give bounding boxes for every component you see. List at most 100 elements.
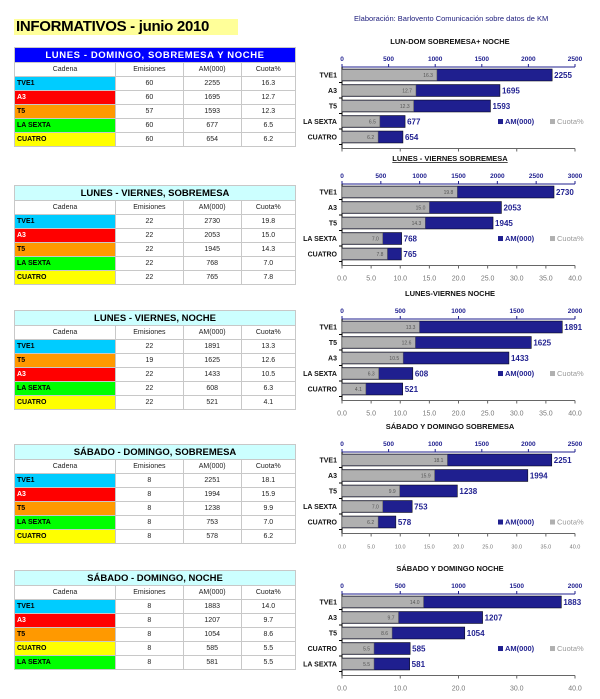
bottom-axis-tick-label: 10.0: [395, 545, 406, 551]
cuota-bar: [341, 131, 379, 143]
legend-swatch-cuota: [550, 519, 555, 525]
channel-cell: LA SEXTA: [14, 381, 116, 396]
category-label: LA SEXTA: [303, 504, 337, 511]
category-label: A3: [328, 205, 337, 212]
column-header: Emisiones: [115, 62, 184, 77]
cuota-bar: [341, 321, 420, 333]
emisiones-cell: 8: [115, 473, 184, 488]
am-data-label: 1238: [459, 487, 477, 496]
am-cell: 608: [182, 381, 242, 396]
cuota-data-label: 15.0: [416, 206, 426, 212]
bar-chart: LUN-DOM SOBREMESA+ NOCHE 0 500 1000 1500 2000…: [303, 37, 584, 166]
column-header: AM(000): [182, 200, 242, 215]
emisiones-cell: 22: [115, 381, 184, 396]
emisiones-cell: 8: [115, 613, 184, 628]
emisiones-cell: 8: [115, 487, 184, 502]
cuota-cell: 6.3: [240, 381, 297, 396]
top-axis-tick-label: 2500: [529, 173, 544, 180]
emisiones-cell: 19: [115, 353, 184, 368]
cuota-cell: 10.5: [240, 367, 297, 382]
table-row: CUATRO 22 521 4.1: [14, 395, 297, 410]
chart-title: LUN-DOM SOBREMESA+ NOCHE: [390, 37, 509, 46]
top-axis-tick-label: 0: [340, 173, 344, 180]
category-label: TVE1: [319, 190, 337, 197]
legend-swatch-cuota: [550, 646, 555, 652]
bottom-axis-tick-label: 40.0: [570, 545, 581, 551]
column-header-row: Cadena Emisiones AM(000) Cuota%: [14, 325, 297, 340]
am-data-label: 1994: [530, 472, 548, 481]
cuota-bar: [341, 596, 424, 608]
bottom-axis-tick-label: 40.0: [568, 276, 582, 283]
table-header-row: SÁBADO - DOMINGO, SOBREMESA: [14, 444, 296, 460]
am-data-label: 1625: [533, 339, 551, 348]
am-cell: 585: [182, 641, 242, 656]
channel-cell: TVE1: [14, 339, 116, 354]
emisiones-cell: 60: [115, 118, 184, 133]
top-axis-tick-label: 1500: [510, 308, 525, 315]
am-data-label: 1054: [467, 629, 485, 638]
category-label: TVE1: [319, 73, 337, 80]
table-row: LA SEXTA 60 677 6.5: [14, 118, 297, 133]
cuota-cell: 7.8: [240, 270, 297, 285]
legend-label-cuota: Cuota%: [557, 117, 584, 126]
top-axis-tick-label: 3000: [568, 173, 583, 180]
column-header-row: Cadena Emisiones AM(000) Cuota%: [14, 459, 297, 474]
top-axis-tick-label: 2000: [568, 583, 583, 590]
column-header: Cuota%: [240, 200, 297, 215]
table-row: T5 57 1593 12.3: [14, 104, 297, 119]
am-data-label: 2251: [554, 456, 572, 465]
cuota-bar: [341, 232, 384, 245]
channel-cell: CUATRO: [14, 529, 116, 544]
bottom-axis-tick-label: 25.0: [482, 545, 493, 551]
table-title: LUNES - VIERNES, SOBREMESA: [14, 185, 296, 201]
cuota-data-label: 6.3: [368, 372, 375, 378]
emisiones-cell: 8: [115, 599, 184, 614]
legend-label-am: AM(000): [505, 518, 535, 527]
top-axis-tick-label: 500: [395, 308, 406, 315]
chart-container: LUN-DOM SOBREMESA+ NOCHE 0 500 1000 1500 2000…: [300, 33, 600, 166]
cuota-bar: [341, 500, 384, 513]
bottom-axis-tick-label: 40.0: [568, 411, 582, 418]
bottom-axis-tick-label: 15.0: [423, 411, 437, 418]
audience-table: LUNES - VIERNES, SOBREMESA Cadena Emisione…: [14, 185, 297, 285]
cuota-data-label: 6.2: [367, 520, 374, 526]
cuota-cell: 12.7: [240, 90, 297, 105]
channel-cell: CUATRO: [14, 641, 116, 656]
bottom-axis-tick-label: 20.0: [453, 545, 464, 551]
bottom-axis-tick-label: 0.0: [337, 276, 347, 283]
cuota-data-label: 10.5: [389, 356, 399, 362]
channel-cell: LA SEXTA: [14, 256, 116, 271]
am-data-label: 1433: [511, 354, 529, 363]
cuota-cell: 6.5: [240, 118, 297, 133]
category-label: LA SEXTA: [303, 236, 337, 243]
emisiones-cell: 22: [115, 214, 184, 229]
category-label: CUATRO: [308, 387, 338, 394]
category-label: TVE1: [319, 458, 337, 465]
column-header: Cuota%: [240, 585, 297, 600]
cuota-data-label: 6.2: [367, 135, 374, 141]
category-label: CUATRO: [308, 252, 338, 259]
audience-table: SÁBADO - DOMINGO, SOBREMESA Cadena Emision…: [14, 444, 297, 544]
table-row: A3 8 1994 15.9: [14, 487, 297, 502]
cuota-cell: 12.6: [240, 353, 297, 368]
table-row: CUATRO 22 765 7.8: [14, 270, 297, 285]
cuota-data-label: 6.5: [369, 120, 376, 126]
top-axis-tick-label: 1500: [510, 583, 525, 590]
channel-cell: A3: [14, 228, 116, 243]
am-cell: 581: [182, 655, 242, 670]
table-row: A3 8 1207 9.7: [14, 613, 297, 628]
cuota-cell: 5.5: [240, 655, 297, 670]
column-header: Cuota%: [240, 325, 297, 340]
am-cell: 1593: [182, 104, 242, 119]
cuota-bar: [341, 336, 416, 349]
cuota-data-label: 8.6: [381, 631, 388, 637]
cuota-bar: [341, 367, 379, 380]
channel-cell: LA SEXTA: [14, 515, 116, 530]
legend-label-am: AM(000): [505, 369, 535, 378]
emisiones-cell: 60: [115, 132, 184, 147]
top-axis-tick-label: 0: [340, 56, 344, 63]
category-label: T5: [329, 489, 337, 496]
channel-cell: TVE1: [14, 76, 116, 91]
legend-swatch-cuota: [550, 119, 555, 125]
cuota-bar: [341, 69, 438, 81]
